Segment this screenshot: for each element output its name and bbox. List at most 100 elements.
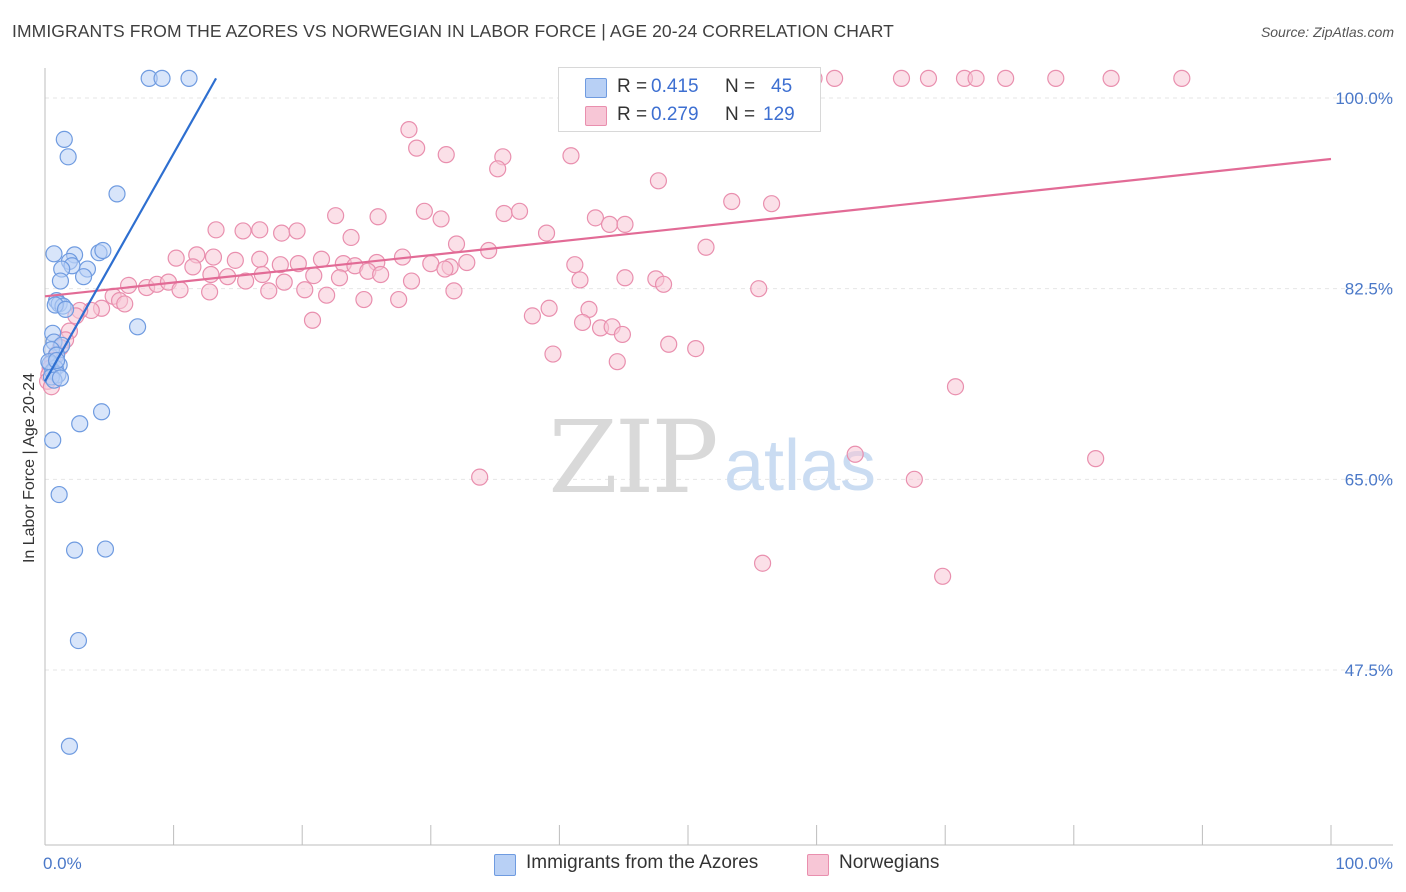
legend-n-value: 45: [771, 76, 793, 97]
azores-points: [40, 69, 198, 755]
tick-labels: 47.5% 65.0% 82.5% 100.0% 0.0% 100.0%: [43, 89, 1393, 873]
norwegians-point: [1047, 69, 1065, 87]
norwegians-point: [510, 202, 529, 220]
norwegians-point: [234, 222, 252, 240]
watermark-atlas: atlas: [724, 426, 876, 506]
norwegians-point: [892, 69, 911, 87]
norwegians-point: [919, 69, 938, 87]
norwegians-point: [402, 272, 421, 290]
legend-r-value: 0.415: [651, 76, 699, 97]
norwegians-point: [616, 215, 634, 233]
norwegians-point: [723, 192, 741, 211]
norwegians-point: [204, 248, 223, 266]
norwegians-point: [495, 204, 513, 223]
norwegians-point: [445, 282, 463, 300]
legend-n-label: N =: [725, 76, 756, 97]
norwegians-trend-line: [44, 157, 1332, 298]
norwegians-point: [447, 235, 466, 253]
trend-lines: [44, 77, 1332, 382]
grid-lines: [45, 97, 1393, 671]
norwegians-point: [608, 353, 626, 371]
norwegians-point: [660, 335, 678, 353]
azores-legend-swatch: [494, 854, 516, 876]
bottom-legend-norwegians: Norwegians: [807, 850, 957, 878]
y-tick-label: 47.5%: [1345, 661, 1393, 680]
norwegians-point: [342, 228, 360, 247]
norwegians-point: [1102, 69, 1120, 87]
azores-point: [92, 403, 111, 421]
norwegians-point: [1087, 450, 1105, 468]
norwegians-legend-swatch: [807, 854, 829, 876]
norwegians-point: [762, 195, 781, 213]
azores-point: [108, 185, 126, 203]
norwegians-point: [289, 255, 307, 273]
azores-point: [51, 272, 70, 290]
azores-point: [50, 485, 68, 504]
norwegians-point: [296, 281, 314, 299]
norwegians-point: [436, 260, 454, 278]
norwegians-point: [471, 468, 489, 486]
x-tick-label: 0.0%: [43, 854, 82, 873]
norwegians-point: [616, 269, 634, 287]
norwegians-point: [687, 339, 705, 358]
norwegians-point: [408, 139, 426, 157]
norwegians-point: [432, 210, 450, 228]
legend-r-label: R =: [617, 104, 648, 125]
norwegians-point: [226, 251, 244, 269]
azores-swatch: [585, 78, 607, 98]
azores-point: [153, 69, 171, 87]
norwegians-point: [1173, 69, 1191, 87]
norwegians-point: [207, 221, 225, 239]
azores-point: [59, 148, 77, 166]
norwegians-point: [523, 307, 541, 325]
norwegians-point: [275, 273, 293, 291]
norwegians-point: [562, 147, 580, 165]
legend-n-value: 129: [763, 104, 795, 125]
norwegians-point: [312, 250, 331, 268]
norwegians-swatch: [585, 106, 607, 126]
norwegians-point: [750, 280, 768, 298]
norwegians-point: [273, 224, 291, 242]
norwegians-point: [600, 215, 619, 233]
y-tick-label: 82.5%: [1345, 280, 1393, 299]
norwegians-point: [355, 290, 373, 309]
norwegians-point: [260, 282, 278, 300]
axes: [44, 68, 1393, 846]
norwegians-point: [537, 224, 556, 242]
azores-point: [74, 268, 93, 286]
azores-point: [69, 631, 88, 650]
azores-point: [180, 69, 198, 87]
norwegians-point: [288, 222, 306, 240]
norwegians-point: [649, 172, 668, 190]
norwegians-point: [415, 202, 433, 220]
norwegians-point: [697, 238, 715, 256]
azores-point: [94, 241, 112, 260]
azores-point: [71, 415, 89, 433]
norwegians-point: [540, 299, 558, 317]
norwegians-point: [369, 208, 387, 226]
norwegians-point: [489, 160, 507, 178]
bottom-legend-azores: Immigrants from the Azores: [494, 850, 784, 878]
legend-row-azores: R = 0.415 N = 45: [559, 73, 820, 101]
norwegians-point: [458, 253, 476, 272]
norwegians-point: [303, 311, 322, 329]
norwegians-point: [390, 290, 408, 309]
norwegians-point: [119, 276, 138, 294]
norwegians-point: [167, 249, 185, 267]
norwegians-point: [116, 295, 134, 313]
norwegians-point: [566, 256, 584, 274]
azores-point: [60, 737, 79, 755]
watermark: ZIP atlas: [548, 399, 876, 516]
legend-n-label: N =: [725, 104, 756, 125]
norwegians-point: [905, 470, 923, 488]
chart-title: IMMIGRANTS FROM THE AZORES VS NORWEGIAN …: [12, 21, 894, 41]
norwegians-point: [846, 445, 864, 463]
norwegians-point: [305, 266, 323, 285]
norwegians-point: [184, 258, 202, 276]
norwegians-point: [372, 265, 390, 284]
norwegians-point: [251, 221, 269, 239]
azores-point: [45, 245, 63, 263]
norwegians-point: [237, 272, 255, 290]
norwegians-point: [251, 250, 269, 268]
